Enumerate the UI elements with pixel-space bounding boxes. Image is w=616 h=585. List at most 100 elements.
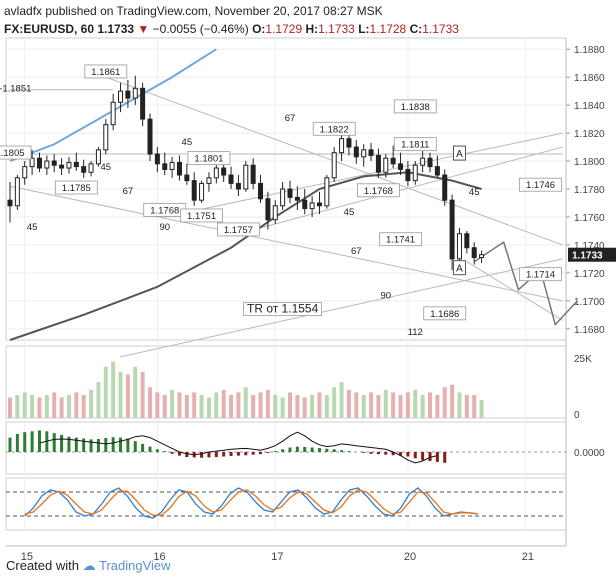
candle-body xyxy=(81,166,87,173)
moving-average-blue xyxy=(9,48,217,162)
volume-bar xyxy=(339,382,344,418)
price-tick-label: 1.1800 xyxy=(574,157,605,168)
level-label: 1.1785 xyxy=(62,183,91,194)
candle-body xyxy=(51,160,57,166)
price-tick-label: 1.1720 xyxy=(574,269,605,280)
volume-bar xyxy=(442,387,447,418)
volume-bar xyxy=(346,389,351,418)
macd-histogram-bar xyxy=(104,437,108,452)
macd-histogram-bar xyxy=(413,452,417,459)
candle-body xyxy=(169,161,175,170)
volume-bar xyxy=(192,392,197,418)
volume-bar xyxy=(420,394,425,418)
candle-body xyxy=(147,118,153,155)
candle-body xyxy=(434,166,440,176)
volume-bar xyxy=(96,382,101,418)
macd-histogram-bar xyxy=(126,438,130,452)
candle-body xyxy=(427,157,433,168)
volume-bar xyxy=(258,392,263,418)
volume-bar xyxy=(89,389,94,418)
macd-histogram-bar xyxy=(384,452,388,455)
level-label: 45 xyxy=(344,207,355,218)
macd-histogram-bar xyxy=(266,452,270,453)
candle-body xyxy=(442,174,448,201)
level-label: 1.1768 xyxy=(150,205,179,216)
candle-body xyxy=(258,182,264,200)
volume-tick-label: 0 xyxy=(574,410,580,421)
volume-bar xyxy=(302,397,307,418)
volume-bar xyxy=(155,392,160,418)
volume-tick-label: 25K xyxy=(574,354,592,365)
volume-bar xyxy=(125,374,130,418)
volume-bar xyxy=(37,397,42,418)
candle-body xyxy=(44,160,50,169)
candle-body xyxy=(294,196,300,201)
trend-line xyxy=(164,132,563,218)
low-label: L: xyxy=(358,22,370,36)
volume-bar xyxy=(236,392,241,418)
level-label: 1.1746 xyxy=(526,180,555,191)
price-tick-label: 1.1780 xyxy=(574,185,605,196)
candle-body xyxy=(14,177,20,207)
candle-body xyxy=(309,202,315,210)
level-label-box xyxy=(0,145,32,160)
volume-bar xyxy=(310,394,315,418)
trend-line xyxy=(466,261,563,321)
macd-histogram-bar xyxy=(369,452,373,454)
level-label: 1.1861 xyxy=(91,67,120,78)
stoch-panel xyxy=(5,477,567,531)
candle-body xyxy=(316,202,322,207)
volume-bar xyxy=(376,394,381,418)
volume-bar xyxy=(405,392,410,418)
macd-histogram-bar xyxy=(376,452,380,455)
volume-bar xyxy=(118,371,123,418)
candle-body xyxy=(265,198,271,221)
volume-bar xyxy=(265,389,270,418)
candle-body xyxy=(103,124,109,151)
level-label: 1.1686 xyxy=(430,309,459,320)
price-tick-label: 1.1700 xyxy=(574,297,605,308)
level-label: 45 xyxy=(27,222,38,233)
macd-histogram-bar xyxy=(303,446,307,452)
macd-histogram-bar xyxy=(310,447,314,452)
macd-histogram-bar xyxy=(288,447,292,452)
level-label-box xyxy=(519,177,562,192)
candle-body xyxy=(368,149,374,156)
macd-histogram-bar xyxy=(96,439,100,452)
price-tick-label: 1.1740 xyxy=(574,241,605,252)
candle-body xyxy=(471,247,477,259)
level-label: 112 xyxy=(408,327,423,338)
macd-histogram-bar xyxy=(295,446,299,452)
macd-histogram-bar xyxy=(67,436,71,452)
level-label: 1.1714 xyxy=(526,270,555,281)
down-arrow-icon: ▼ xyxy=(137,22,150,36)
close-value: 1.1733 xyxy=(422,22,459,36)
macd-histogram-bar xyxy=(399,452,403,456)
tradingview-brand-link[interactable]: TradingView xyxy=(99,558,171,573)
volume-bar xyxy=(383,389,388,418)
volume-bar xyxy=(332,387,337,418)
volume-bar xyxy=(22,392,27,418)
volume-bar xyxy=(428,392,432,418)
candle-body xyxy=(243,164,249,190)
level-label: 45 xyxy=(182,137,193,148)
marker-a-label: A xyxy=(456,264,463,275)
volume-bar xyxy=(324,394,329,418)
price-tick-label: 1.1820 xyxy=(574,129,605,140)
candle-body xyxy=(184,174,190,182)
level-label: 1.1805 xyxy=(0,148,25,159)
volume-bar xyxy=(177,392,182,418)
level-label: 90 xyxy=(159,222,170,233)
volume-bar xyxy=(354,392,359,418)
candle-body xyxy=(29,157,35,168)
volume-bar xyxy=(229,394,234,418)
candle-body xyxy=(272,205,278,221)
candle-body xyxy=(353,146,359,158)
macd-histogram-bar xyxy=(37,430,41,452)
volume-bar xyxy=(133,366,138,418)
volume-bar xyxy=(214,392,219,418)
tradingview-logo-icon[interactable]: ☁ xyxy=(82,558,96,573)
level-label-box xyxy=(54,180,98,195)
macd-histogram-bar xyxy=(391,452,395,456)
